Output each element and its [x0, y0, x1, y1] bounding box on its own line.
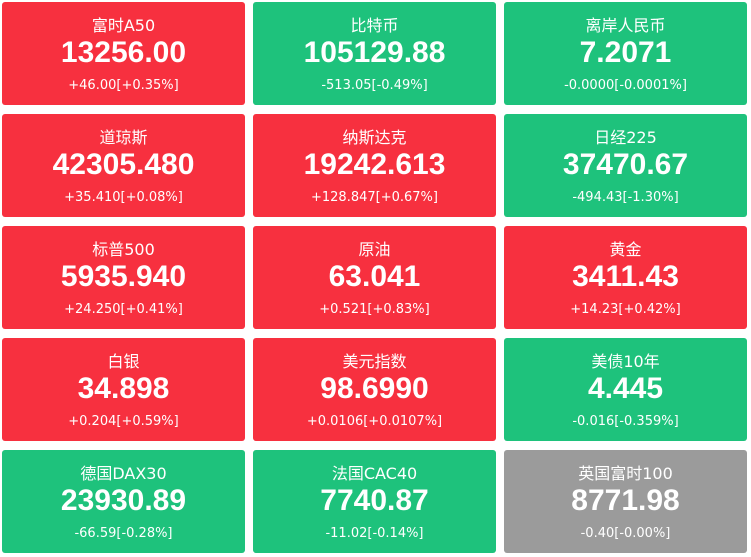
quote-change: +0.0106[+0.0107%] [306, 414, 443, 429]
quote-name: 纳斯达克 [342, 128, 407, 147]
quote-name: 白银 [107, 352, 140, 371]
quote-name: 德国DAX30 [80, 464, 167, 483]
quote-name: 日经225 [594, 128, 657, 147]
quote-price: 63.041 [328, 260, 421, 293]
quote-name: 离岸人民币 [585, 16, 666, 35]
quote-name: 道琼斯 [99, 128, 148, 147]
quote-name: 标普500 [92, 240, 155, 259]
quote-tile[interactable]: 英国富时100 8771.98 -0.40[-0.00%] [504, 450, 747, 553]
quote-name: 比特币 [350, 16, 399, 35]
quote-price: 98.6990 [320, 372, 429, 405]
quote-change: -513.05[-0.49%] [321, 78, 428, 93]
quote-price: 5935.940 [60, 260, 187, 293]
quote-tile[interactable]: 纳斯达克 19242.613 +128.847[+0.67%] [253, 114, 496, 217]
quote-name: 英国富时100 [578, 464, 673, 483]
quote-tile[interactable]: 原油 63.041 +0.521[+0.83%] [253, 226, 496, 329]
quote-tile[interactable]: 黄金 3411.43 +14.23[+0.42%] [504, 226, 747, 329]
quote-tile[interactable]: 富时A50 13256.00 +46.00[+0.35%] [2, 2, 245, 105]
quote-price: 8771.98 [571, 484, 680, 517]
quote-price: 23930.89 [60, 484, 187, 517]
quote-tile[interactable]: 法国CAC40 7740.87 -11.02[-0.14%] [253, 450, 496, 553]
quote-tile[interactable]: 标普500 5935.940 +24.250[+0.41%] [2, 226, 245, 329]
quote-tile[interactable]: 离岸人民币 7.2071 -0.0000[-0.0001%] [504, 2, 747, 105]
quote-tile[interactable]: 比特币 105129.88 -513.05[-0.49%] [253, 2, 496, 105]
quote-name: 黄金 [609, 240, 642, 259]
quote-change: -0.0000[-0.0001%] [564, 78, 687, 93]
quote-change: -0.40[-0.00%] [580, 526, 671, 541]
quote-price: 7740.87 [320, 484, 429, 517]
quote-name: 富时A50 [91, 16, 156, 35]
quote-change: +128.847[+0.67%] [311, 190, 438, 205]
quote-name: 原油 [358, 240, 391, 259]
quote-change: -11.02[-0.14%] [325, 526, 424, 541]
quote-price: 4.445 [587, 372, 664, 405]
quote-name: 法国CAC40 [331, 464, 418, 483]
quote-tile[interactable]: 白银 34.898 +0.204[+0.59%] [2, 338, 245, 441]
quote-change: +0.521[+0.83%] [319, 302, 430, 317]
quote-name: 美债10年 [591, 352, 660, 371]
quote-change: -494.43[-1.30%] [572, 190, 679, 205]
quote-price: 34.898 [77, 372, 170, 405]
quote-tile[interactable]: 道琼斯 42305.480 +35.410[+0.08%] [2, 114, 245, 217]
quote-tile[interactable]: 美债10年 4.445 -0.016[-0.359%] [504, 338, 747, 441]
quote-price: 19242.613 [303, 148, 446, 181]
quote-change: -0.016[-0.359%] [572, 414, 679, 429]
quote-price: 13256.00 [60, 36, 187, 69]
quote-price: 37470.67 [562, 148, 689, 181]
quote-tile[interactable]: 德国DAX30 23930.89 -66.59[-0.28%] [2, 450, 245, 553]
quote-change: -66.59[-0.28%] [74, 526, 173, 541]
quote-price: 3411.43 [572, 260, 679, 293]
quote-price: 105129.88 [303, 36, 446, 69]
quote-change: +24.250[+0.41%] [64, 302, 183, 317]
quote-change: +0.204[+0.59%] [68, 414, 179, 429]
quote-change: +14.23[+0.42%] [570, 302, 681, 317]
quote-tile[interactable]: 美元指数 98.6990 +0.0106[+0.0107%] [253, 338, 496, 441]
quote-price: 7.2071 [579, 36, 672, 69]
quote-price: 42305.480 [52, 148, 195, 181]
quote-tile[interactable]: 日经225 37470.67 -494.43[-1.30%] [504, 114, 747, 217]
quote-change: +35.410[+0.08%] [64, 190, 183, 205]
quote-name: 美元指数 [342, 352, 407, 371]
quote-change: +46.00[+0.35%] [68, 78, 179, 93]
